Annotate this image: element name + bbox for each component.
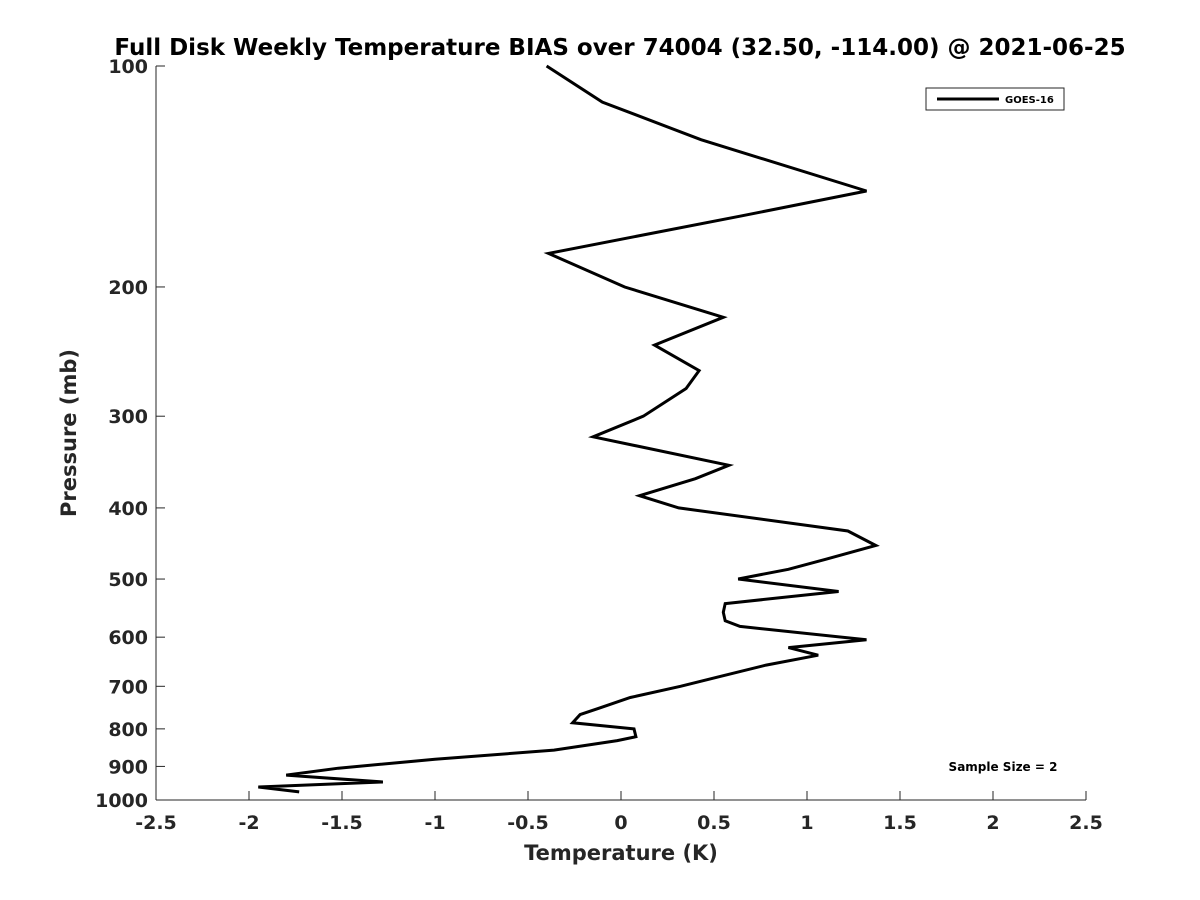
y-tick-label: 300 bbox=[108, 406, 148, 428]
y-tick-label: 400 bbox=[108, 498, 148, 520]
y-tick-label: 700 bbox=[108, 676, 148, 698]
x-tick-label: 1 bbox=[800, 812, 813, 834]
legend: GOES-16 bbox=[925, 87, 1065, 111]
y-tick-label: 500 bbox=[108, 569, 148, 591]
x-tick-label: -2.5 bbox=[135, 812, 177, 834]
y-tick-label: 100 bbox=[108, 56, 148, 78]
sample-size-annotation: Sample Size = 2 bbox=[949, 760, 1058, 774]
plot-area bbox=[156, 66, 1086, 800]
x-tick-label: 0.5 bbox=[697, 812, 731, 834]
x-tick-label: 1.5 bbox=[883, 812, 917, 834]
x-tick-label: 2 bbox=[986, 812, 999, 834]
y-tick-label: 800 bbox=[108, 719, 148, 741]
chart-title: Full Disk Weekly Temperature BIAS over 7… bbox=[114, 35, 1125, 61]
x-tick-label: 2.5 bbox=[1069, 812, 1103, 834]
x-tick-label: -1.5 bbox=[321, 812, 363, 834]
y-tick-label: 1000 bbox=[95, 790, 148, 812]
x-tick-label: -0.5 bbox=[507, 812, 549, 834]
x-axis-label: Temperature (K) bbox=[524, 841, 718, 865]
x-tick-label: -2 bbox=[238, 812, 259, 834]
y-tick-label: 900 bbox=[108, 756, 148, 778]
series-layer bbox=[258, 64, 880, 794]
y-tick-label: 200 bbox=[108, 277, 148, 299]
y-axis-label: Pressure (mb) bbox=[57, 349, 81, 517]
x-tick-label: -1 bbox=[424, 812, 445, 834]
series-line-goes-16 bbox=[258, 64, 880, 794]
y-tick-label: 600 bbox=[108, 627, 148, 649]
x-ticks: -2.5 -2 -1.5 -1 -0.5 0 0.5 1 1.5 2 2.5 bbox=[135, 791, 1103, 834]
x-tick-label: 0 bbox=[614, 812, 627, 834]
legend-label-goes-16: GOES-16 bbox=[1005, 95, 1054, 106]
y-ticks: 100 200 300 400 500 600 700 800 900 1000 bbox=[95, 56, 165, 812]
